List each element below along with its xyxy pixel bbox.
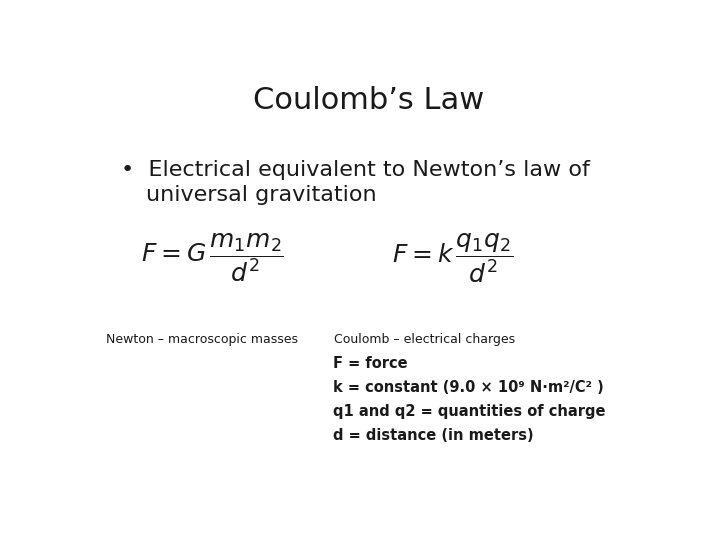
- Text: Coulomb’s Law: Coulomb’s Law: [253, 85, 485, 114]
- Text: universal gravitation: universal gravitation: [145, 185, 377, 205]
- Text: •  Electrical equivalent to Newton’s law of: • Electrical equivalent to Newton’s law …: [121, 160, 590, 180]
- Text: $F = k \,\dfrac{q_1 q_2}{d^2}$: $F = k \,\dfrac{q_1 q_2}{d^2}$: [392, 232, 513, 285]
- Text: k = constant (9.0 × 10⁹ N·m²/C² ): k = constant (9.0 × 10⁹ N·m²/C² ): [333, 380, 603, 395]
- Text: d = distance (in meters): d = distance (in meters): [333, 428, 534, 443]
- Text: $F = G \,\dfrac{m_1 m_2}{d^2}$: $F = G \,\dfrac{m_1 m_2}{d^2}$: [141, 232, 284, 285]
- Text: Newton – macroscopic masses: Newton – macroscopic masses: [106, 333, 297, 346]
- Text: Coulomb – electrical charges: Coulomb – electrical charges: [334, 333, 516, 346]
- Text: q1 and q2 = quantities of charge: q1 and q2 = quantities of charge: [333, 404, 606, 419]
- Text: F = force: F = force: [333, 356, 408, 371]
